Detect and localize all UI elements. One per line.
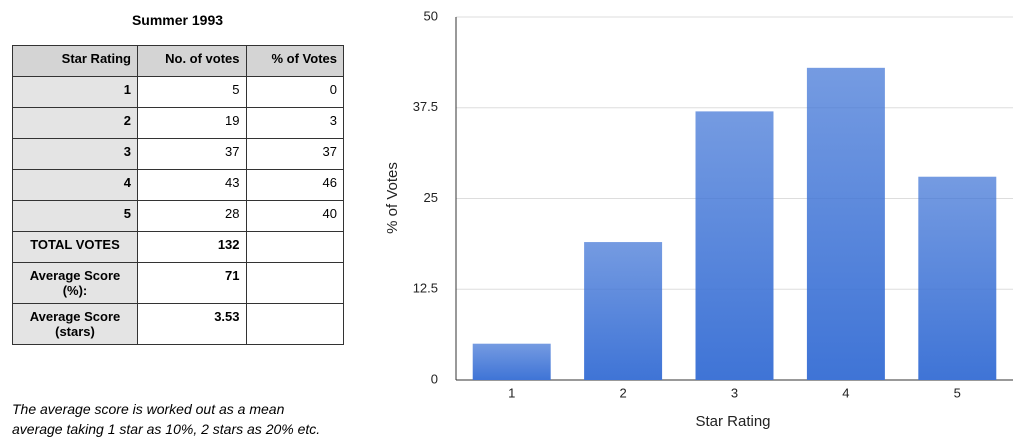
bar: [918, 176, 997, 380]
y-tick-label: 12.5: [413, 281, 438, 296]
bar: [584, 242, 663, 380]
vote-table: Star Rating No. of votes% of Votes 1 5 0 2 19 3…: [12, 45, 345, 345]
table-cell: 37: [245, 138, 345, 170]
bar: [806, 67, 885, 380]
bar: [472, 343, 551, 380]
note: The average score is worked out as a mea…: [12, 399, 320, 439]
table-cell: 3.53: [137, 303, 247, 345]
table-cell: 40: [245, 200, 345, 232]
x-tick-label: 5: [954, 385, 961, 400]
header-cell: No. of votes: [137, 45, 247, 77]
x-tick-label: 4: [842, 385, 849, 400]
y-tick-label: 50: [424, 8, 438, 23]
table-cell: 5: [12, 200, 138, 232]
note-line: average taking 1 star as 10%, 2 stars as…: [12, 421, 321, 437]
bar: [695, 111, 774, 380]
table-row: Average Score (stars) 3.53: [12, 303, 345, 345]
y-axis-label: % of Votes: [384, 162, 401, 234]
table-cell: 5: [137, 76, 247, 108]
table-cell: Average Score (stars): [12, 303, 138, 345]
x-tick-label: 1: [508, 385, 515, 400]
y-tick-label: 37.5: [413, 99, 438, 114]
table-row: 5 28 40: [12, 200, 345, 232]
table-row: TOTAL VOTES 132: [12, 231, 345, 263]
table-title: Summer 1993: [131, 12, 224, 28]
table-cell: [245, 303, 345, 345]
y-tick-label: 25: [424, 190, 438, 205]
table-cell: Average Score (%):: [12, 262, 138, 304]
y-tick-label: 0: [431, 371, 438, 386]
table-row: Average Score (%): 71: [12, 262, 345, 304]
note-line: The average score is worked out as a mea…: [12, 401, 285, 417]
table-cell: 1: [12, 76, 138, 108]
x-tick-label: 3: [731, 385, 738, 400]
table-cell: 3: [12, 138, 138, 170]
header-cell: % of Votes: [245, 45, 345, 77]
header-row: Star Rating No. of votes% of Votes: [12, 45, 345, 77]
table-cell: [245, 231, 345, 263]
x-axis-label: Star Rating: [695, 413, 770, 430]
table-row: 3 37 37: [12, 138, 345, 170]
table-cell: 0: [245, 76, 345, 108]
x-tick-label: 2: [619, 385, 626, 400]
